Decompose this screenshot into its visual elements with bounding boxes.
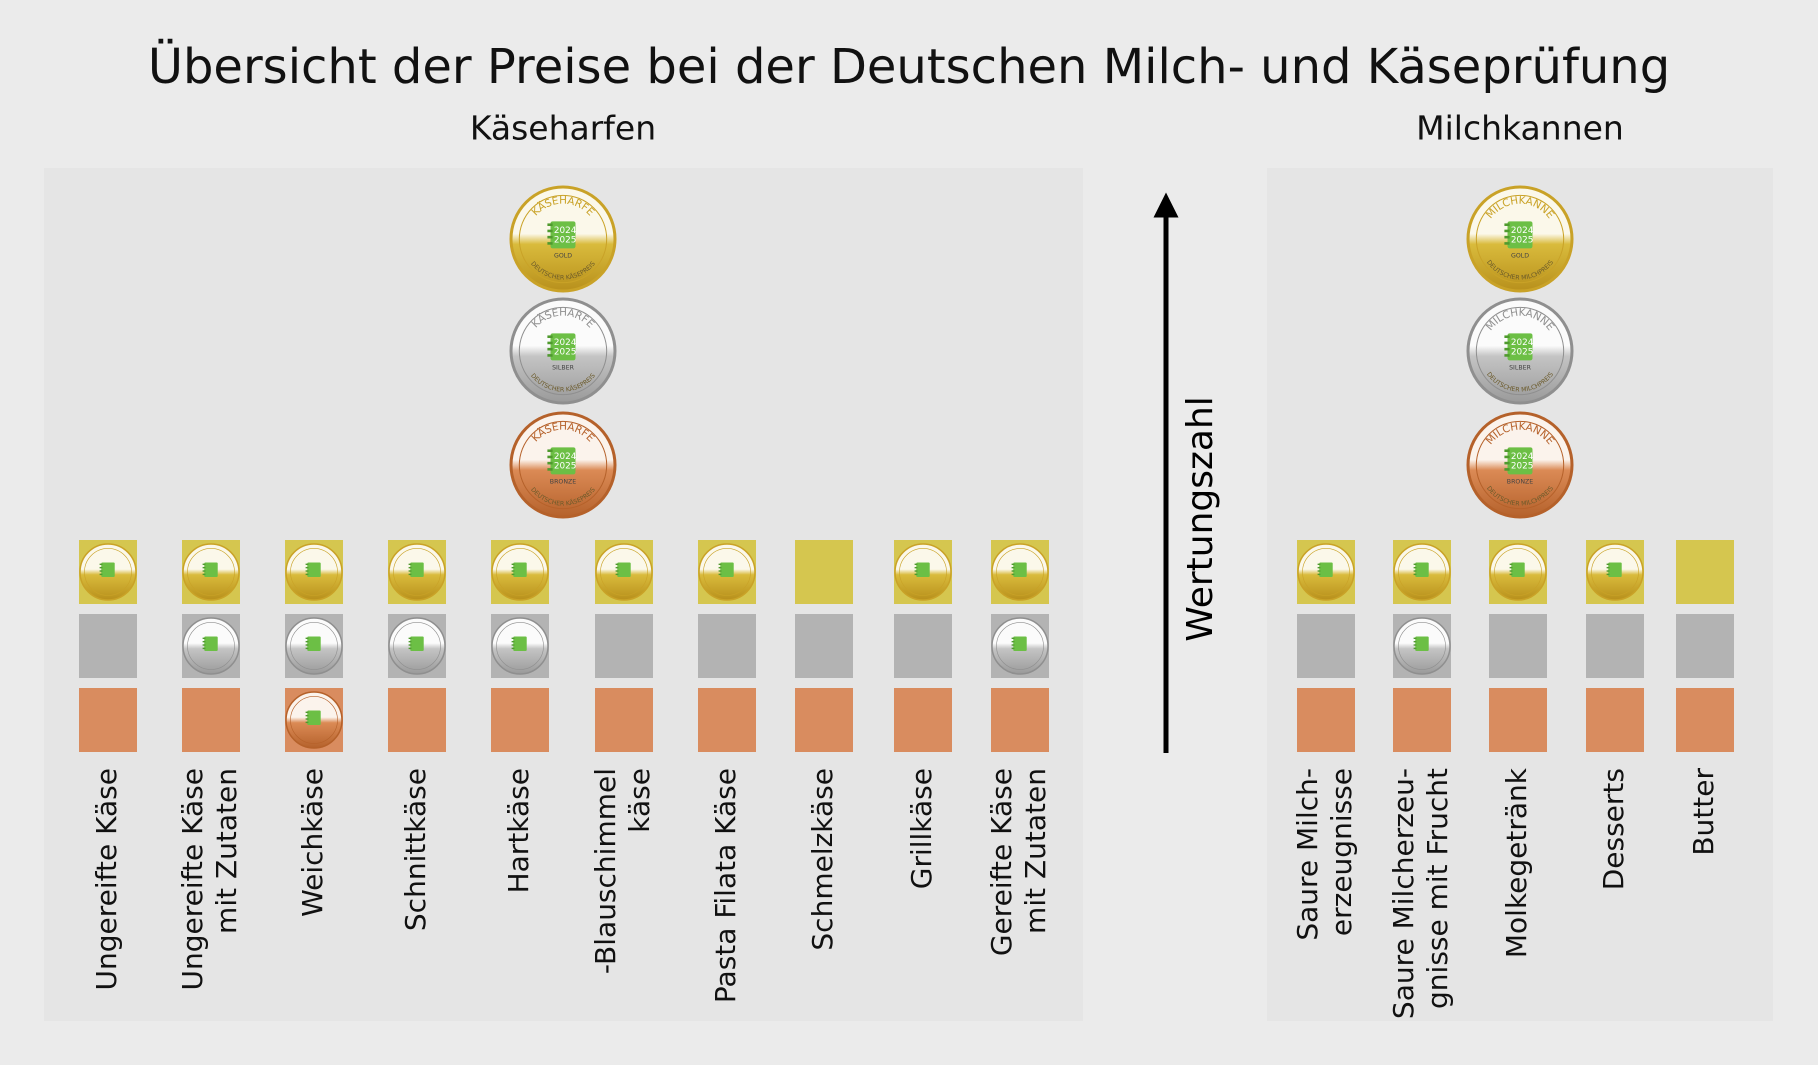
small-medal (285, 617, 343, 675)
small-medal (491, 617, 549, 675)
category-label: Schnittkäse (399, 768, 432, 931)
category-label: Grillkäse (905, 768, 938, 889)
category-cell (595, 688, 653, 752)
small-medal (388, 617, 446, 675)
medal-year: 2024 (554, 452, 577, 462)
small-medal (491, 543, 549, 601)
small-medal (1297, 543, 1355, 601)
category-label: Ungereifte Käse (176, 768, 209, 990)
small-medal (182, 617, 240, 675)
category-label: erzeugnisse (1325, 768, 1358, 936)
title: Übersicht der Preise bei der Deutschen M… (148, 39, 1670, 95)
category-cell (795, 688, 853, 752)
category-cell (79, 614, 137, 678)
medal-year: 2025 (554, 462, 576, 472)
panel-heading: Käseharfen (470, 109, 656, 148)
medal-level: SILBER (1509, 365, 1531, 372)
category-cell (1676, 614, 1734, 678)
category-cell (491, 688, 549, 752)
category-cell (79, 688, 137, 752)
category-label: mit Zutaten (1019, 768, 1052, 934)
small-medal (894, 543, 952, 601)
category-cell (1297, 614, 1355, 678)
small-medal (595, 543, 653, 601)
small-medal (1393, 617, 1451, 675)
small-medal (182, 543, 240, 601)
medal-year: 2024 (1511, 226, 1534, 236)
category-label: käse (623, 768, 656, 833)
medal-year: 2025 (554, 348, 576, 358)
category-cell (388, 688, 446, 752)
medal-level: GOLD (1511, 253, 1529, 260)
category-cell (1586, 688, 1644, 752)
small-medal (698, 543, 756, 601)
category-label: Saure Milch- (1291, 768, 1324, 941)
category-cell (991, 688, 1049, 752)
category-cell (795, 614, 853, 678)
category-cell (1489, 614, 1547, 678)
medal-year: 2024 (554, 226, 577, 236)
category-label: Schmelzkäse (806, 768, 839, 951)
category-label: -Blauschimmel (589, 768, 622, 974)
category-cell (698, 614, 756, 678)
category-label: Desserts (1597, 768, 1630, 890)
medal-year: 2025 (554, 236, 576, 246)
medal-year: 2025 (1511, 236, 1533, 246)
small-medal (285, 691, 343, 749)
medal-year: 2024 (554, 338, 577, 348)
category-label: Saure Milcherzeu- (1387, 768, 1420, 1019)
small-medal (79, 543, 137, 601)
category-label: Hartkäse (502, 768, 535, 893)
category-cell (1297, 688, 1355, 752)
medal-level: BRONZE (550, 479, 576, 486)
small-medal (991, 543, 1049, 601)
category-cell (698, 688, 756, 752)
category-cell (1676, 688, 1734, 752)
category-label: Pasta Filata Käse (709, 768, 742, 1003)
category-cell (795, 540, 853, 604)
category-cell (1393, 688, 1451, 752)
small-medal (1586, 543, 1644, 601)
medal-level: SILBER (552, 365, 574, 372)
medal-year: 2024 (1511, 338, 1534, 348)
category-cell (1489, 688, 1547, 752)
category-label: mit Zutaten (210, 768, 243, 934)
category-label: Gereifte Käse (985, 768, 1018, 956)
medal-level: GOLD (554, 253, 572, 260)
small-medal (285, 543, 343, 601)
category-label: gnisse mit Frucht (1421, 768, 1454, 1009)
category-label: Weichkäse (296, 768, 329, 917)
category-cell (894, 614, 952, 678)
small-medal (1393, 543, 1451, 601)
axis-label: Wertungszahl (1180, 396, 1221, 642)
category-label: Ungereifte Käse (90, 768, 123, 990)
category-cell (595, 614, 653, 678)
medal-year: 2025 (1511, 462, 1533, 472)
medal-level: BRONZE (1507, 479, 1533, 486)
small-medal (1489, 543, 1547, 601)
medal-year: 2025 (1511, 348, 1533, 358)
category-label: Molkegetränk (1500, 767, 1533, 958)
category-cell (182, 688, 240, 752)
category-cell (1676, 540, 1734, 604)
category-cell (894, 688, 952, 752)
category-label: Butter (1687, 768, 1720, 856)
small-medal (388, 543, 446, 601)
medal-year: 2024 (1511, 452, 1534, 462)
panel-heading: Milchkannen (1416, 109, 1624, 148)
category-cell (1586, 614, 1644, 678)
small-medal (991, 617, 1049, 675)
